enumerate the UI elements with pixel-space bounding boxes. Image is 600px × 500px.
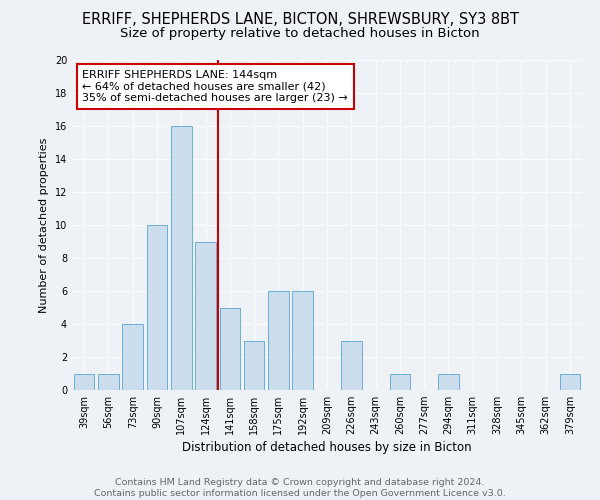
Bar: [122, 324, 143, 390]
Bar: [341, 340, 362, 390]
Text: ERRIFF, SHEPHERDS LANE, BICTON, SHREWSBURY, SY3 8BT: ERRIFF, SHEPHERDS LANE, BICTON, SHREWSBU…: [82, 12, 518, 28]
Bar: [146, 225, 167, 390]
Bar: [389, 374, 410, 390]
Bar: [268, 291, 289, 390]
Text: Size of property relative to detached houses in Bicton: Size of property relative to detached ho…: [120, 28, 480, 40]
Bar: [98, 374, 119, 390]
Text: Contains HM Land Registry data © Crown copyright and database right 2024.
Contai: Contains HM Land Registry data © Crown c…: [94, 478, 506, 498]
Bar: [560, 374, 580, 390]
Bar: [244, 340, 265, 390]
Bar: [74, 374, 94, 390]
Bar: [292, 291, 313, 390]
Bar: [220, 308, 240, 390]
Bar: [195, 242, 216, 390]
Bar: [171, 126, 191, 390]
Y-axis label: Number of detached properties: Number of detached properties: [39, 138, 49, 312]
Bar: [438, 374, 459, 390]
X-axis label: Distribution of detached houses by size in Bicton: Distribution of detached houses by size …: [182, 442, 472, 454]
Text: ERRIFF SHEPHERDS LANE: 144sqm
← 64% of detached houses are smaller (42)
35% of s: ERRIFF SHEPHERDS LANE: 144sqm ← 64% of d…: [82, 70, 348, 103]
